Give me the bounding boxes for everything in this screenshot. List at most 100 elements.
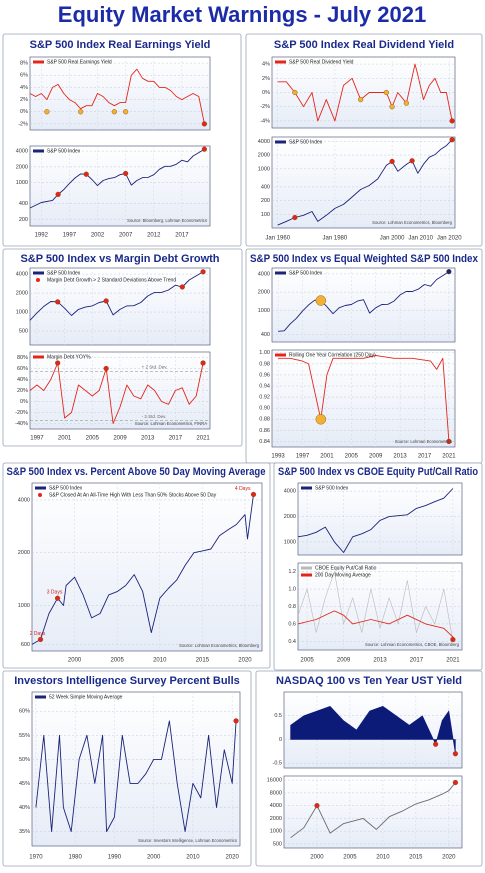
plot-area <box>271 267 456 343</box>
series-line <box>29 68 205 124</box>
y-tick-label: 0.90 <box>259 406 270 412</box>
legend-label: S&P 500 Index <box>289 139 323 145</box>
marker <box>55 191 61 197</box>
y-tick-label: 2% <box>20 97 28 103</box>
legend-swatch <box>301 486 312 490</box>
x-tick-label: 2017 <box>418 454 432 460</box>
x-tick-label: 1990 <box>108 855 122 861</box>
y-tick-label: 500 <box>273 841 282 847</box>
series-line <box>290 782 456 839</box>
x-tick-label: 2005 <box>300 658 314 664</box>
plot-area <box>31 691 241 847</box>
x-tick-label: 2015 <box>409 855 423 861</box>
y-tick-label: 4% <box>262 62 270 68</box>
plot-area <box>29 56 211 131</box>
x-tick-label: 2002 <box>91 233 105 239</box>
y-tick-label: 80% <box>17 355 28 361</box>
y-tick-label: 8000 <box>270 790 282 796</box>
y-tick-label: 100 <box>261 212 270 218</box>
x-tick-label: 2017 <box>175 233 189 239</box>
x-tick-label: 2009 <box>369 454 383 460</box>
y-tick-label: 2% <box>262 76 270 82</box>
marker <box>103 298 109 304</box>
legend-label: Rolling One Year Correlation (250 Day) <box>289 352 376 358</box>
y-tick-label: 2000 <box>284 514 296 520</box>
legend-label: CBOE Equity Put/Call Ratio <box>315 565 377 571</box>
marker <box>292 214 298 221</box>
x-tick-label: Jan 1980 <box>323 236 348 242</box>
y-tick-label: 4000 <box>18 497 30 503</box>
x-tick-label: 2010 <box>376 855 390 861</box>
y-tick-label: 0.98 <box>259 361 270 367</box>
y-tick-label: 2000 <box>16 291 28 297</box>
y-tick-label: 0.88 <box>259 417 270 423</box>
source-note: Source: Investors Intelligence, Lohman E… <box>138 838 237 843</box>
legend-swatch <box>301 573 312 577</box>
marker <box>55 360 61 366</box>
legend-swatch <box>275 140 286 144</box>
marker <box>315 414 326 425</box>
marker-label: 4 Days <box>235 486 251 492</box>
x-tick-label: 2001 <box>58 436 72 442</box>
y-tick-label: 4000 <box>258 139 270 145</box>
y-tick-label: 0.6 <box>288 621 296 627</box>
x-tick-label: 1997 <box>30 436 44 442</box>
marker <box>55 299 61 305</box>
chart-title: S&P 500 Index Real Earnings Yield <box>30 39 211 51</box>
y-tick-label: 1.00 <box>259 350 270 356</box>
y-tick-label: 20% <box>17 388 28 394</box>
chart-title: S&P 500 Index vs. Percent Above 50 Day M… <box>7 466 266 478</box>
marker <box>201 146 207 152</box>
plot-area <box>271 56 456 129</box>
y-tick-label: 4000 <box>270 803 282 809</box>
marker <box>233 718 239 724</box>
legend-swatch <box>275 60 286 64</box>
chart-title: Investors Intelligence Survey Percent Bu… <box>14 675 240 687</box>
marker <box>452 779 459 786</box>
marker <box>44 109 50 115</box>
y-tick-label: 40% <box>17 377 28 383</box>
marker <box>446 269 452 275</box>
x-tick-label: 2021 <box>196 436 210 442</box>
legend-swatch <box>38 493 42 497</box>
chart-title: S&P 500 Index vs CBOE Equity Put/Call Ra… <box>278 466 478 478</box>
x-tick-label: 2020 <box>238 658 252 664</box>
marker <box>123 170 129 177</box>
y-tick-label: 60% <box>17 366 28 372</box>
legend-label: S&P 500 Real Earnings Yield <box>47 59 112 65</box>
y-tick-label: 0% <box>20 399 28 405</box>
marker <box>315 295 326 306</box>
marker-label: 3 Days <box>47 590 63 596</box>
x-tick-label: 2013 <box>141 436 155 442</box>
y-tick-label: 6% <box>20 73 28 79</box>
y-tick-label: 400 <box>19 201 28 207</box>
x-tick-label: 2010 <box>153 658 167 664</box>
y-tick-label: 2000 <box>258 290 270 296</box>
y-tick-label: 1.0 <box>288 587 296 593</box>
series-line <box>35 720 237 833</box>
x-tick-label: 2007 <box>119 233 133 239</box>
x-tick-label: 2015 <box>196 658 210 664</box>
x-tick-label: 2013 <box>373 658 387 664</box>
reference-label: - 2 Std. Dev. <box>142 414 167 419</box>
y-tick-label: 0.5 <box>274 713 282 719</box>
y-tick-label: -2% <box>18 121 28 127</box>
y-tick-label: 4% <box>20 85 28 91</box>
source-note: Source: Lohman Econometrics <box>395 439 452 444</box>
marker <box>201 121 207 127</box>
y-tick-label: 16000 <box>267 778 282 784</box>
x-tick-label: 2010 <box>186 855 200 861</box>
chart-title: S&P 500 Index vs Equal Weighted S&P 500 … <box>250 253 479 265</box>
series-line <box>297 571 454 642</box>
series-line <box>29 148 205 209</box>
marker <box>358 96 364 103</box>
marker <box>452 751 459 757</box>
legend-label: S&P 500 Real Dividend Yield <box>289 59 354 65</box>
x-tick-label: 2017 <box>410 658 424 664</box>
source-note: Source: Lohman Econometrics, CBOE, Bloom… <box>365 642 460 647</box>
y-tick-label: -4% <box>260 118 270 124</box>
legend-swatch <box>35 486 46 490</box>
marker <box>123 109 129 115</box>
x-tick-label: 1997 <box>296 454 310 460</box>
